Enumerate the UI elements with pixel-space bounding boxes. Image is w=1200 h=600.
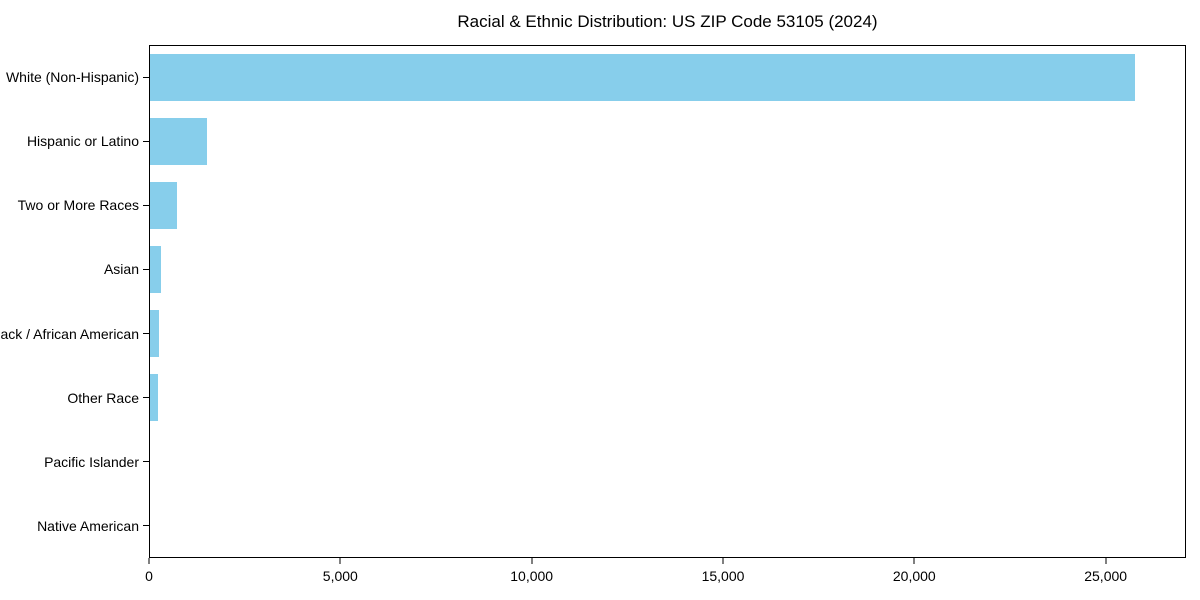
y-tick-label: Native American <box>37 517 139 534</box>
bar-row <box>150 302 1185 366</box>
bar-2 <box>150 118 208 166</box>
x-axis: 0 5,000 10,000 15,000 20,000 25,000 <box>145 558 1186 600</box>
y-tick-label: Black / African American <box>0 325 139 342</box>
y-axis: White (Non-Hispanic) Hispanic or Latino Tw… <box>0 45 149 558</box>
chart-title: Racial & Ethnic Distribution: US ZIP Cod… <box>457 12 878 31</box>
bar-row <box>150 174 1185 238</box>
bar-5 <box>150 309 160 357</box>
x-tick-mark <box>531 558 533 564</box>
x-tick-label: 25,000 <box>1084 568 1128 584</box>
x-tick-mark <box>148 558 150 564</box>
x-tick-mark <box>913 558 915 564</box>
y-tick-mark <box>143 140 149 142</box>
y-tick-mark <box>143 76 149 78</box>
bar-4 <box>150 246 162 294</box>
y-tick-mark <box>143 397 149 399</box>
y-tick-mark <box>143 268 149 270</box>
bar-6 <box>150 373 159 421</box>
bar-3 <box>150 182 177 230</box>
bar-row <box>150 365 1185 429</box>
y-tick-label: Other Race <box>67 389 139 406</box>
bar-1 <box>150 54 1136 102</box>
x-tick-label: 5,000 <box>322 568 358 584</box>
y-tick-label: Hispanic or Latino <box>26 133 139 150</box>
y-tick-label: White (Non-Hispanic) <box>5 69 139 86</box>
y-tick-mark <box>143 204 149 206</box>
x-tick-mark <box>722 558 724 564</box>
x-tick-label: 20,000 <box>892 568 936 584</box>
plot-area <box>149 45 1186 558</box>
x-tick-label: 10,000 <box>510 568 554 584</box>
bar-row <box>150 238 1185 302</box>
y-tick-mark <box>143 525 149 527</box>
y-tick-label: Pacific Islander <box>44 453 139 470</box>
y-tick-mark <box>143 333 149 335</box>
x-tick-label: 0 <box>145 568 153 584</box>
y-tick-label: Asian <box>103 261 139 278</box>
bar-row <box>150 110 1185 174</box>
y-tick-label: Two or More Races <box>17 197 139 214</box>
x-tick-label: 15,000 <box>701 568 745 584</box>
bar-row <box>150 429 1185 493</box>
x-tick-mark <box>1105 558 1107 564</box>
bar-row <box>150 46 1185 110</box>
bar-row <box>150 493 1185 557</box>
y-tick-mark <box>143 461 149 463</box>
x-tick-mark <box>339 558 341 564</box>
